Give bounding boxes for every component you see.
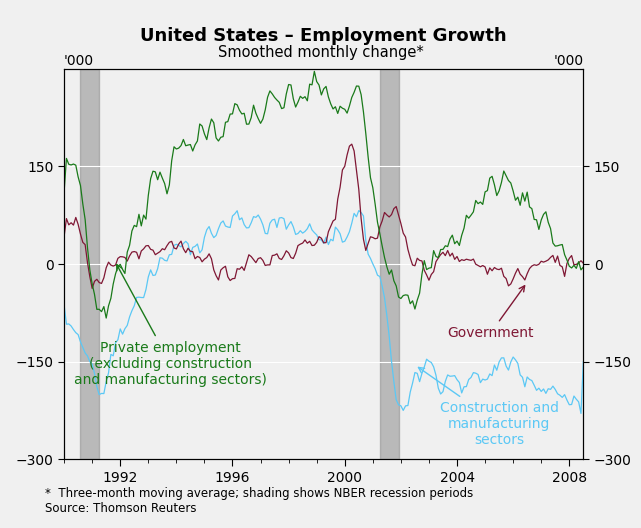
Bar bbox=[81, 69, 99, 459]
Text: Construction and
manufacturing
sectors: Construction and manufacturing sectors bbox=[419, 367, 558, 447]
Text: Smoothed monthly change*: Smoothed monthly change* bbox=[218, 45, 423, 60]
Title: United States – Employment Growth: United States – Employment Growth bbox=[140, 27, 507, 45]
Bar bbox=[380, 69, 399, 459]
Text: '000: '000 bbox=[64, 54, 94, 68]
Text: Government: Government bbox=[447, 286, 534, 340]
Text: '000: '000 bbox=[553, 54, 583, 68]
Text: Private employment
(excluding construction
and manufacturing sectors): Private employment (excluding constructi… bbox=[74, 265, 267, 387]
Text: *  Three-month moving average; shading shows NBER recession periods
Source: Thom: * Three-month moving average; shading sh… bbox=[45, 487, 473, 515]
